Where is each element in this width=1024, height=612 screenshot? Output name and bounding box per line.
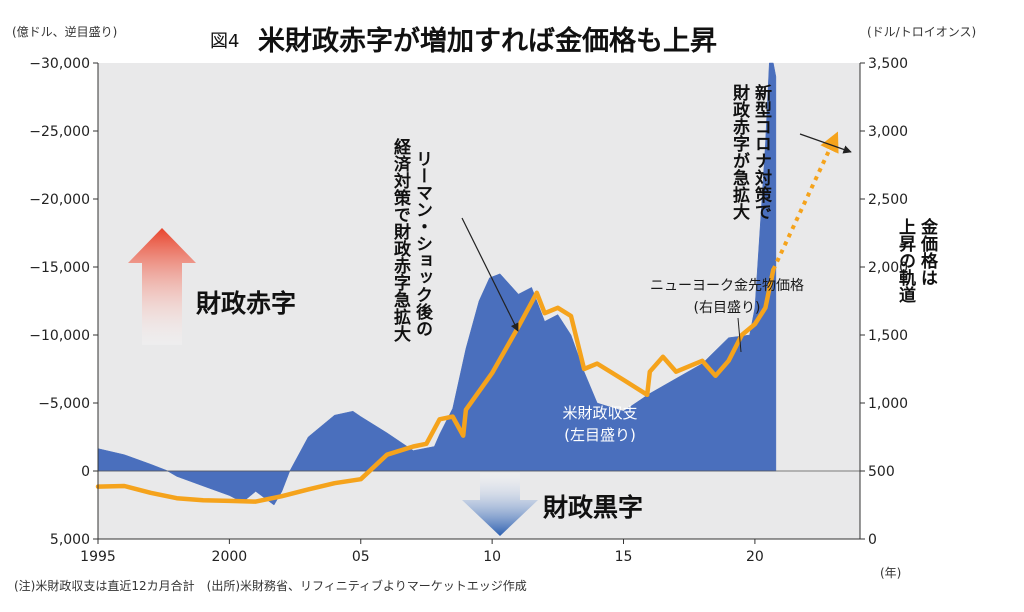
left-tick-label: −15,000 xyxy=(29,260,90,276)
gold-series-label: ニューヨーク金先物価格 xyxy=(650,278,804,294)
left-axis-unit: (億ドル、逆目盛り) xyxy=(12,24,117,39)
x-tick-label: 05 xyxy=(352,549,370,565)
covid-pointer xyxy=(799,133,852,154)
x-tick-label: 15 xyxy=(615,549,633,565)
figure-number: 図4 xyxy=(210,31,239,52)
x-tick-label: 10 xyxy=(483,549,501,565)
left-tick-label: −25,000 xyxy=(29,124,90,140)
left-tick-label: −10,000 xyxy=(29,328,90,344)
year-unit: (年) xyxy=(880,566,901,580)
deficit-label: 財政赤字 xyxy=(196,289,296,318)
right-tick-label: 1,000 xyxy=(868,396,908,412)
left-tick-label: −20,000 xyxy=(29,192,90,208)
gold-trend-annotation-line2: 上昇の軌道 xyxy=(895,218,916,303)
deficit-arrow-icon xyxy=(128,228,196,345)
left-tick-label: 0 xyxy=(81,464,90,480)
balance-series-axis-note: (左目盛り) xyxy=(564,426,636,444)
right-tick-label: 3,000 xyxy=(868,124,908,140)
footnote: (注)米財政収支は直近12カ月合計 (出所)米財務省、リフィニティブよりマーケッ… xyxy=(14,578,527,593)
axes: 5,000 0 −5,000 −10,000 −15,000 −20,000 −25,000… xyxy=(29,56,908,565)
gold-trend-annotation-line1: 金価格は xyxy=(917,217,939,286)
x-tick-label: 2000 xyxy=(212,549,248,565)
balance-series-label: 米財政収支 xyxy=(562,404,637,422)
left-tick-label: 5,000 xyxy=(50,532,90,548)
right-tick-label: 1,500 xyxy=(868,328,908,344)
gold-series-axis-note: (右目盛り) xyxy=(694,300,761,316)
gold-series xyxy=(95,131,839,504)
right-tick-label: 3,500 xyxy=(868,56,908,72)
lehman-pointer xyxy=(461,217,519,332)
left-tick-label: −5,000 xyxy=(38,396,90,412)
covid-annotation-line1: 新型コロナ対策で xyxy=(751,83,773,220)
surplus-label: 財政黒字 xyxy=(543,493,643,522)
x-tick-label: 1995 xyxy=(80,549,116,565)
surplus-arrow-icon xyxy=(462,473,538,536)
right-tick-label: 2,000 xyxy=(868,260,908,276)
right-tick-label: 0 xyxy=(868,532,877,548)
covid-annotation-line2: 財政赤字が急拡大 xyxy=(729,83,751,221)
chart-title: 米財政赤字が増加すれば金価格も上昇 xyxy=(258,25,717,57)
right-tick-label: 2,500 xyxy=(868,192,908,208)
right-tick-label: 500 xyxy=(868,464,895,480)
x-tick-label: 20 xyxy=(746,549,764,565)
lehman-annotation-line2: 経済対策で財政赤字急拡大 xyxy=(390,137,412,343)
left-tick-label: −30,000 xyxy=(29,56,90,72)
gold-label-pointer xyxy=(737,317,742,353)
gold-price-line xyxy=(95,267,776,504)
lehman-annotation-line1: リーマン・ショック後の xyxy=(412,150,433,337)
right-axis-unit: (ドル/トロイオンス) xyxy=(867,25,976,39)
gold-trend-arrow xyxy=(771,131,839,271)
